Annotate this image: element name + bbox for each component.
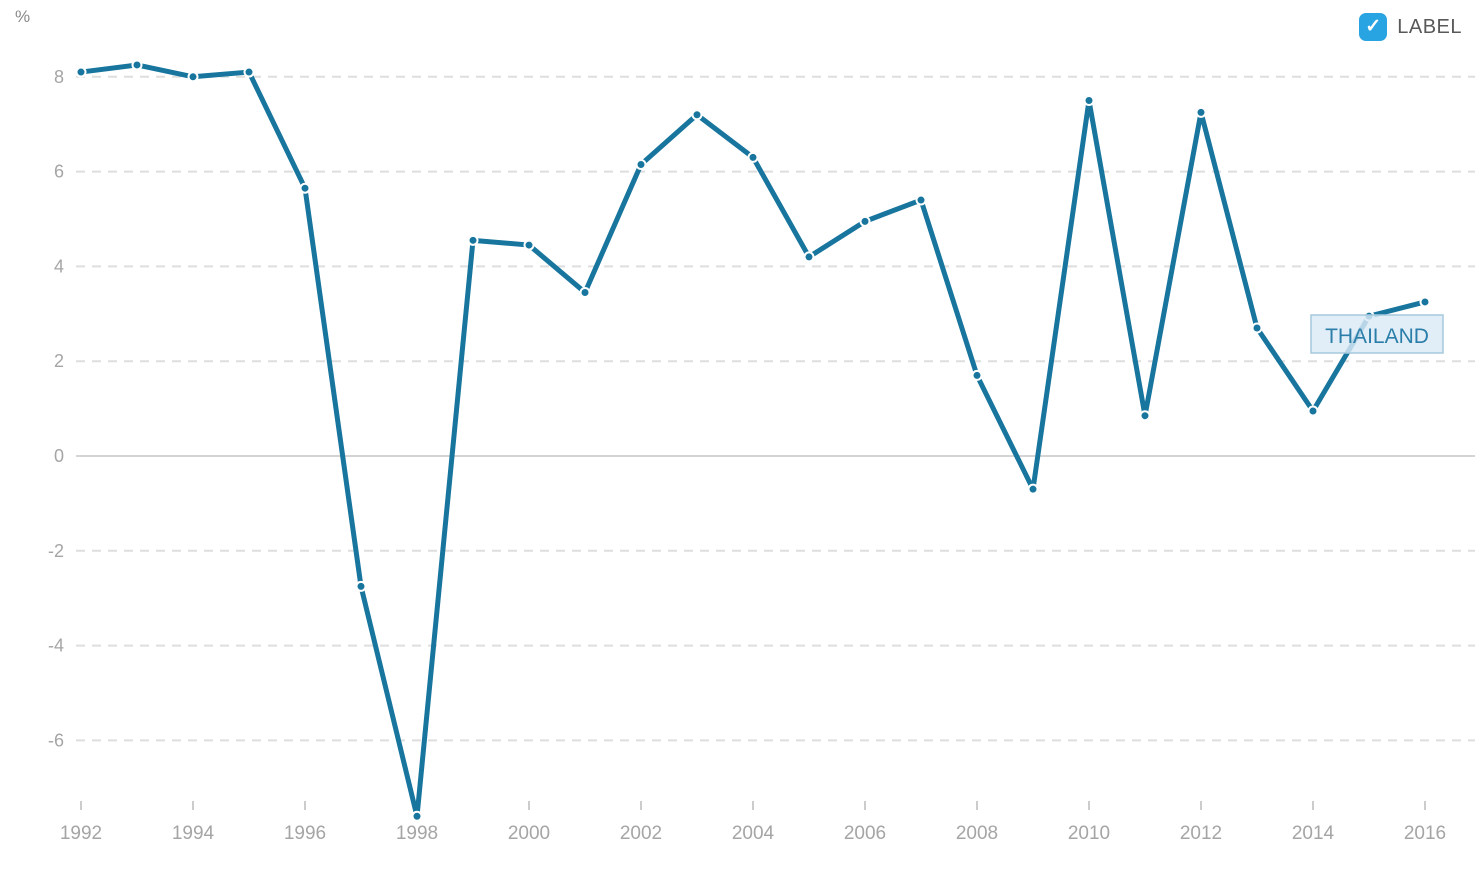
data-point-1998[interactable] [411, 810, 423, 822]
y-axis-tick-label: 6 [54, 162, 64, 182]
x-axis-tick-label: 2006 [844, 823, 886, 844]
x-axis-tick-label: 2016 [1404, 823, 1446, 844]
data-point-2003[interactable] [691, 109, 703, 121]
data-point-2002[interactable] [635, 158, 647, 170]
data-point-1993[interactable] [131, 59, 143, 71]
y-axis-labels: 8 6 4 2 0 -2 -4 -6 [48, 67, 64, 751]
x-axis-tick-label: 2014 [1292, 823, 1335, 844]
data-point-2014[interactable] [1307, 405, 1319, 417]
data-point-2016[interactable] [1419, 296, 1431, 308]
data-point-1996[interactable] [299, 182, 311, 194]
data-point-2011[interactable] [1139, 410, 1151, 422]
x-axis-tick-label: 2008 [956, 823, 998, 844]
x-axis-tick-label: 2000 [508, 823, 550, 844]
data-point-2007[interactable] [915, 194, 927, 206]
checkmark-icon: ✓ [1365, 15, 1382, 37]
x-axis-tick-label: 2010 [1068, 823, 1110, 844]
x-axis-tick-label: 1998 [396, 823, 438, 844]
data-point-2005[interactable] [803, 251, 815, 263]
data-point-2000[interactable] [523, 239, 535, 251]
data-point-2004[interactable] [747, 151, 759, 163]
series-label: THAILAND [1310, 314, 1444, 354]
y-axis-tick-label: 0 [54, 446, 64, 466]
data-point-2012[interactable] [1195, 106, 1207, 118]
y-axis-tick-label: -6 [48, 730, 64, 750]
x-axis-tick-label: 1992 [60, 823, 102, 844]
x-axis-tick-label: 1994 [172, 823, 215, 844]
data-point-1992[interactable] [75, 66, 87, 78]
data-points [75, 59, 1431, 822]
y-axis-tick-label: 8 [54, 67, 64, 87]
x-axis-tick-label: 2002 [620, 823, 662, 844]
data-point-1994[interactable] [187, 71, 199, 83]
label-toggle[interactable]: ✓ LABEL [1359, 13, 1462, 41]
gridlines [76, 75, 1475, 742]
series-label-box [1310, 314, 1444, 354]
x-axis-tick-label: 2012 [1180, 823, 1222, 844]
data-point-1997[interactable] [355, 580, 367, 592]
data-point-1999[interactable] [467, 234, 479, 246]
label-toggle-text: LABEL [1397, 15, 1462, 38]
y-axis-tick-label: 2 [54, 351, 64, 371]
y-axis-tick-label: -2 [48, 541, 64, 561]
x-axis: 1992 1994 1996 1998 2000 2002 2004 2006 2008 2010… [60, 801, 1446, 844]
series-label-text: THAILAND [1325, 325, 1429, 348]
label-checkbox[interactable]: ✓ [1359, 13, 1388, 41]
y-axis-tick-label: -4 [48, 636, 64, 656]
data-point-2013[interactable] [1251, 322, 1263, 334]
data-point-1995[interactable] [243, 66, 255, 78]
data-point-2001[interactable] [579, 286, 591, 298]
y-axis-tick-label: 4 [54, 256, 64, 276]
series-line [78, 62, 1428, 819]
data-point-2010[interactable] [1083, 95, 1095, 106]
data-point-2006[interactable] [859, 215, 871, 227]
x-axis-tick-label: 2004 [732, 823, 775, 844]
data-point-2008[interactable] [971, 369, 983, 381]
data-point-2009[interactable] [1027, 483, 1039, 495]
y-axis-unit-label: % [15, 7, 31, 26]
x-axis-tick-label: 1996 [284, 823, 326, 844]
